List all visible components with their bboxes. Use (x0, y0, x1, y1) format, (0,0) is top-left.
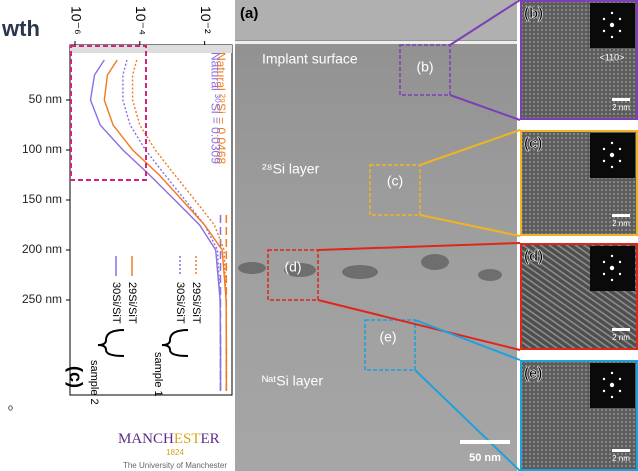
inset-label: (b) (524, 5, 543, 22)
fft-spot (603, 160, 605, 162)
tem-surface (235, 41, 517, 44)
inset-scale: 2 nm (612, 333, 630, 342)
logo: MANCHESTER (118, 431, 220, 447)
legend-label: 30Si/SiT (110, 282, 122, 324)
tem-cap (235, 0, 517, 40)
logo-year: 1824 (166, 448, 184, 457)
fft-spot (611, 142, 613, 144)
university: The University of Manchester (123, 461, 227, 470)
fft-spot (619, 18, 621, 20)
fft-spot (611, 255, 613, 257)
surface-band (70, 45, 232, 53)
fft-spot (611, 12, 613, 14)
fft-spot (619, 378, 621, 380)
fft-spot (610, 153, 614, 157)
zone-axis: <110> (600, 52, 625, 62)
legend-label: 30Si/SiT (174, 282, 186, 324)
inset-label: (e) (524, 365, 542, 382)
natural-label: Natural ³⁰Si = 0.0309 (208, 52, 222, 164)
y-tick-label: 10⁻⁴ (133, 6, 149, 35)
footer-mark: o (8, 402, 13, 412)
scale-bar (460, 440, 510, 444)
fft-spot (619, 261, 621, 263)
fft-spot (610, 266, 614, 270)
logo-mid: EST (174, 431, 201, 447)
logo-start: MANCH (118, 431, 174, 447)
fft-spot (611, 166, 613, 168)
region-label: (b) (416, 59, 433, 75)
fft-spot (603, 30, 605, 32)
fft-spot (603, 18, 605, 20)
inset-scale-bar (612, 98, 630, 101)
fft-spot (603, 273, 605, 275)
legend-label: 29Si/SiT (190, 282, 202, 324)
figure: wth o MANCHESTER 1824 The University of … (0, 0, 638, 471)
legend-label: 29Si/SiT (126, 282, 138, 324)
fft-spot (619, 148, 621, 150)
fft-spot (603, 390, 605, 392)
fft-spot (619, 30, 621, 32)
fft-spot (610, 23, 614, 27)
inset-scale: 2 nm (612, 103, 630, 112)
region-label: (d) (284, 259, 301, 275)
inset-scale-bar (612, 214, 630, 217)
x-tick-label: 150 nm (22, 192, 62, 206)
panel-label: (a) (240, 5, 258, 22)
x-tick-label: 50 nm (29, 92, 62, 106)
fft-spot (611, 279, 613, 281)
fft-spot (611, 36, 613, 38)
x-tick-label: 250 nm (22, 292, 62, 306)
scale-label: 50 nm (469, 452, 501, 464)
inset-scale: 2 nm (612, 454, 630, 463)
legend-group: sample 2 (88, 360, 100, 405)
inset-scale-bar (612, 449, 630, 452)
layer-label: ᴺᵃᵗSi layer (262, 373, 323, 389)
fft-spot (610, 383, 614, 387)
plot-frame (70, 45, 232, 395)
layer-label: ²⁸Si layer (262, 161, 320, 177)
tem-image (235, 0, 517, 471)
region-label: (c) (387, 173, 403, 189)
region-label: (e) (379, 329, 396, 345)
x-tick-label: 200 nm (22, 242, 62, 256)
inset-label: (c) (524, 135, 542, 152)
insets: (b) <110> 2 nm (c) 2 nm (d) 2 nm (e) 2 nm (521, 1, 637, 470)
fft-spot (603, 378, 605, 380)
fft-spot (619, 160, 621, 162)
fft-spot (619, 390, 621, 392)
logo-end: ER (201, 431, 220, 447)
y-tick-label: 10⁻⁶ (68, 6, 84, 35)
title-fragment: wth (1, 16, 40, 41)
fft-spot (619, 273, 621, 275)
fft-spot (611, 396, 613, 398)
surface-label: Implant surface (262, 51, 358, 67)
fft-spot (611, 372, 613, 374)
legend-group: sample 1 (152, 352, 164, 397)
fft-spot (603, 148, 605, 150)
panel-label: (c) (65, 366, 85, 388)
x-tick-label: 100 nm (22, 142, 62, 156)
inset-label: (d) (524, 248, 543, 265)
inset-scale-bar (612, 328, 630, 331)
inset-scale: 2 nm (612, 219, 630, 228)
y-tick-label: 10⁻² (198, 6, 214, 34)
fft-spot (603, 261, 605, 263)
